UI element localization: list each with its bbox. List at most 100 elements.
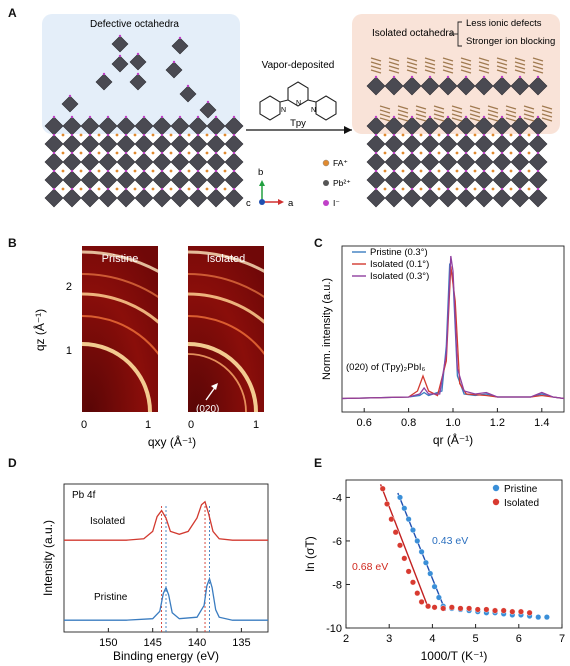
lattice-octahedron (384, 152, 404, 172)
lattice-octahedron (188, 170, 208, 190)
tpy-layer-molecule (523, 117, 535, 122)
xtick-label: 3 (386, 633, 392, 645)
process-label: Vapor-deposited (262, 60, 335, 71)
lattice-octahedron (62, 134, 82, 154)
iodide-ion (214, 151, 218, 155)
lattice-octahedron (492, 188, 512, 208)
data-point (440, 605, 447, 612)
iodide-ion (446, 75, 450, 79)
xtick-label: 5 (473, 633, 479, 645)
tpy-layer-molecule (424, 61, 436, 66)
iodide-ion (124, 133, 128, 137)
tpy-nitrogen-center: N (296, 100, 301, 107)
isolated-octahedron (492, 76, 512, 96)
iodide-ion (500, 169, 504, 173)
iodide-ion (88, 187, 92, 191)
data-point (401, 555, 408, 562)
ytick-label: -4 (332, 492, 342, 504)
panel-c-chart: 0.6 0.8 1.0 1.2 1.4 Pristine (0.3°) Isolated… (321, 245, 565, 447)
axis-b-label: b (258, 167, 263, 178)
iodide-ion (52, 115, 56, 119)
fa-cation (223, 169, 227, 173)
lattice-octahedron (438, 188, 458, 208)
data-point (401, 505, 408, 512)
data-point (392, 529, 399, 536)
data-point (448, 604, 455, 611)
molecule-label: Tpy (290, 118, 306, 129)
iodide-ion (70, 115, 74, 119)
ytick-1: 1 (66, 345, 72, 357)
tpy-layer-molecule (478, 65, 490, 70)
lattice-octahedron (134, 134, 154, 154)
data-point (388, 516, 395, 523)
tpy-layer-molecule (478, 69, 490, 74)
tpy-layer-molecule (415, 117, 427, 122)
lattice-octahedron (510, 170, 530, 190)
iodide-ion (124, 169, 128, 173)
iodide-ion (446, 169, 450, 173)
lattice-octahedron (170, 188, 190, 208)
lattice-octahedron (152, 188, 172, 208)
fa-cation (491, 151, 495, 155)
xtick-label: 0.6 (357, 417, 372, 429)
data-point (414, 590, 421, 597)
iodide-ion (142, 169, 146, 173)
lattice-octahedron (98, 188, 118, 208)
fa-cation (527, 169, 531, 173)
iodide-ion (446, 187, 450, 191)
panel-letter-c: C (314, 236, 323, 250)
iodide-ion (136, 72, 140, 76)
iodide-legend-marker (323, 200, 329, 206)
lattice-octahedron (492, 134, 512, 154)
process-arrowhead (344, 126, 352, 134)
panel-e-ylabel: ln (σT) (303, 536, 317, 571)
iodide-ion (500, 151, 504, 155)
data-point (396, 494, 403, 501)
tpy-layer-molecule (442, 61, 454, 66)
tpy-layer-molecule (523, 109, 535, 114)
fa-cation (169, 151, 173, 155)
tpy-layer-molecule (514, 69, 526, 74)
tpy-layer-molecule (451, 117, 463, 122)
tpy-layer-molecule (505, 105, 517, 110)
tpy-layer-molecule (496, 57, 508, 62)
ytick-label: -10 (326, 623, 342, 635)
tpy-layer-molecule (505, 109, 517, 114)
lattice-octahedron (438, 152, 458, 172)
fa-cation (61, 187, 65, 191)
tpy-layer-molecule (514, 61, 526, 66)
data-point (509, 608, 516, 615)
fa-cation (401, 133, 405, 137)
lattice-octahedron (456, 188, 476, 208)
xtick-label: 2 (343, 633, 349, 645)
legend-iso03: Isolated (0.3°) (370, 271, 429, 282)
fa-cation (151, 133, 155, 137)
iodide-ion (196, 133, 200, 137)
defective-octahedron (129, 73, 147, 91)
fa-cation (419, 133, 423, 137)
fa-cation (491, 169, 495, 173)
fa-cation (509, 151, 513, 155)
xtick-left-0: 0 (81, 419, 87, 431)
fa-cation (187, 133, 191, 137)
xtick-label: 140 (188, 637, 206, 649)
lattice-octahedron (420, 152, 440, 172)
lattice-octahedron (188, 152, 208, 172)
data-point (396, 542, 403, 549)
iodide-ion (500, 187, 504, 191)
right-background (352, 14, 560, 134)
data-point (535, 614, 542, 621)
fa-cation (205, 187, 209, 191)
lattice-octahedron (80, 152, 100, 172)
fa-cation (473, 133, 477, 137)
iodide-ion (142, 115, 146, 119)
iodide-ion (428, 115, 432, 119)
tpy-layer-molecule (514, 65, 526, 70)
panel-d-core-label: Pb 4f (72, 490, 96, 501)
left-title: Defective octahedra (90, 19, 179, 30)
fa-cation (97, 169, 101, 173)
panel-d-ylabel: Intensity (a.u.) (41, 520, 55, 596)
iodide-ion (52, 151, 56, 155)
data-point (427, 570, 434, 577)
fa-legend-marker (322, 159, 330, 167)
